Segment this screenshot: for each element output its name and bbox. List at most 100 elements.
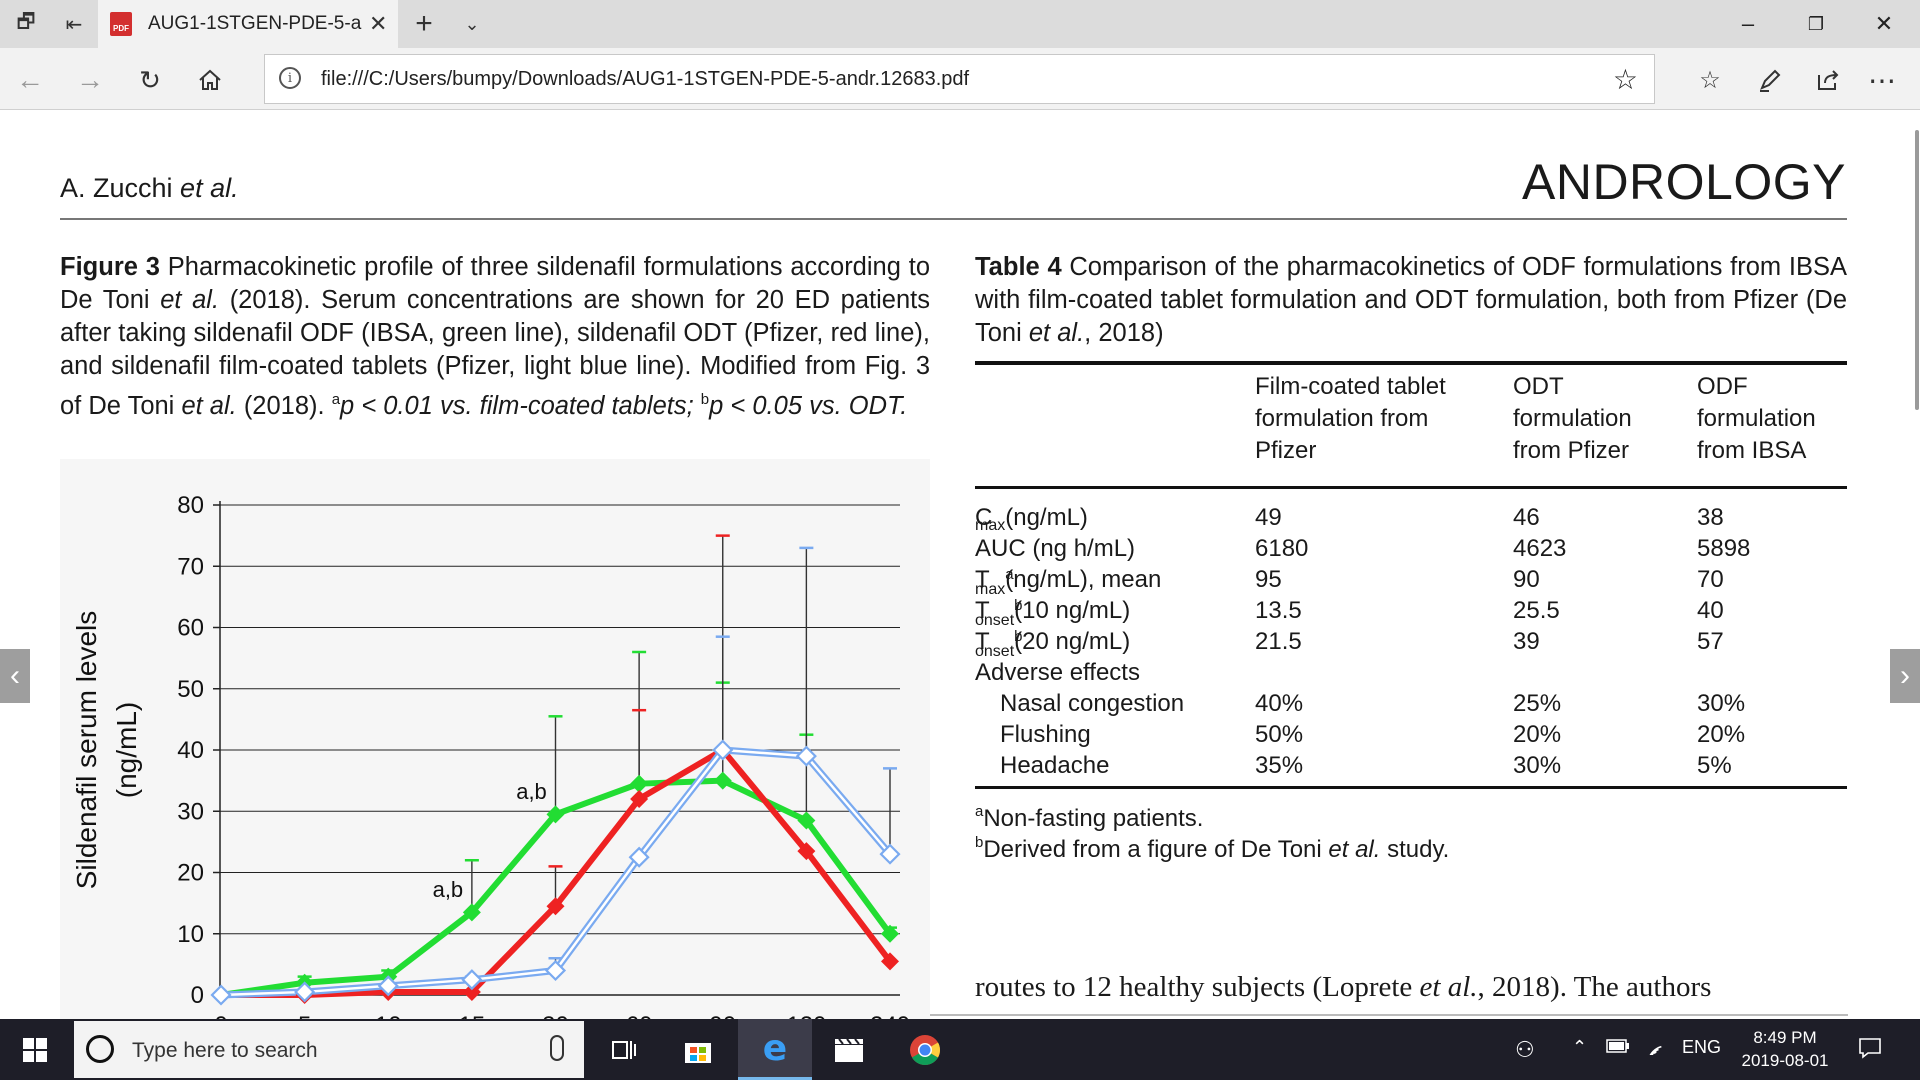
table-row: Headache 35% 30% 5%	[1000, 752, 1732, 779]
search-placeholder: Type here to search	[132, 1039, 318, 1062]
info-icon[interactable]: i	[279, 67, 301, 89]
search-icon	[86, 1035, 114, 1063]
table-top-rule	[975, 361, 1847, 365]
table-row: Nasal congestion 40% 25% 30%	[1000, 690, 1746, 717]
y-tick-label: 40	[177, 737, 204, 764]
pdf-icon: PDF	[110, 12, 132, 36]
y-tick-label: 80	[177, 492, 204, 519]
film-icon[interactable]	[812, 1019, 886, 1080]
data-point	[630, 774, 649, 793]
chrome-icon[interactable]	[888, 1019, 962, 1080]
x-tick-label: 30	[542, 1012, 569, 1019]
battery-icon[interactable]	[1606, 1037, 1630, 1058]
y-tick-label: 50	[177, 676, 204, 703]
data-point	[712, 739, 734, 761]
running-head: A. Zucchi et al.	[60, 173, 239, 203]
minimize-icon[interactable]: –	[1741, 11, 1755, 36]
significance-annotation: a,b	[433, 877, 464, 902]
data-point	[881, 924, 899, 943]
data-point	[797, 842, 816, 861]
table-footnote-a: aNon-fasting patients.	[975, 803, 1204, 832]
table-header-rule	[975, 486, 1847, 489]
forward-icon[interactable]: →	[76, 64, 104, 95]
scrollbar[interactable]	[1915, 130, 1919, 410]
data-point	[462, 903, 481, 922]
figure-caption: Figure 3 Pharmacokinetic profile of thre…	[60, 253, 931, 420]
y-tick-label: 60	[177, 615, 204, 642]
x-tick-label: 5	[298, 1012, 311, 1019]
more-icon[interactable]: ⋯	[1868, 64, 1896, 96]
significance-annotation: a,b	[516, 779, 547, 804]
header-rule	[60, 218, 1847, 220]
table-row: AUC (ng h/mL) 6180 4623 5898	[975, 535, 1751, 562]
tab-preview-icon[interactable]: ⌄	[464, 13, 480, 34]
navigation-bar: ← → ↻ i file:///C:/Users/bumpy/Downloads…	[0, 48, 1920, 110]
table-footnote-b: bDerived from a figure of De Toni et al.…	[975, 834, 1450, 863]
col-header-odt: ODT formulation from Pfizer	[1513, 373, 1632, 464]
back-icon[interactable]: ←	[16, 64, 44, 95]
pen-icon[interactable]	[1752, 62, 1788, 98]
share-icon[interactable]	[1810, 62, 1846, 98]
windows-start-icon[interactable]	[0, 1019, 70, 1080]
data-point	[461, 969, 483, 991]
notifications-icon[interactable]	[1858, 1037, 1882, 1064]
body-text: routes to 12 healthy subjects (Loprete e…	[975, 971, 1712, 1003]
tab-bar: 🗗 ⇤ PDF AUG1-1STGEN-PDE-5-a ✕ + ⌄ – ❐ ✕	[0, 0, 1920, 48]
data-point	[797, 811, 816, 830]
journal-title: ANDROLOGY	[1521, 154, 1846, 210]
data-point	[795, 745, 817, 767]
x-tick-label: 60	[626, 1012, 653, 1019]
browser-tab[interactable]: PDF AUG1-1STGEN-PDE-5-a ✕	[98, 0, 398, 48]
store-icon[interactable]	[661, 1019, 735, 1080]
next-page-arrow-icon[interactable]: ›	[1890, 649, 1920, 703]
x-tick-label: 120	[786, 1012, 826, 1019]
favorite-star-icon[interactable]: ☆	[1612, 64, 1638, 95]
y-tick-label: 0	[191, 982, 204, 1009]
page-edge	[100, 1014, 1848, 1016]
pdf-page: A. Zucchi et al. ANDROLOGY Figure 3 Phar…	[0, 111, 1920, 1019]
close-window-icon[interactable]: ✕	[1874, 11, 1894, 36]
y-tick-label: 20	[177, 860, 204, 887]
data-point	[294, 981, 316, 1003]
y-axis-title: Sildenafil serum levels	[71, 611, 102, 890]
tab-manager-icon[interactable]: 🗗	[16, 11, 36, 33]
previous-page-arrow-icon[interactable]: ‹	[0, 649, 30, 703]
home-icon[interactable]	[192, 62, 228, 98]
people-icon[interactable]: ⚇	[1515, 1037, 1535, 1062]
close-tab-icon[interactable]: ✕	[369, 11, 388, 36]
data-point	[546, 805, 565, 824]
x-tick-label: 90	[709, 1012, 736, 1019]
url-text[interactable]: file:///C:/Users/bumpy/Downloads/AUG1-1S…	[321, 68, 970, 90]
tab-title: AUG1-1STGEN-PDE-5-a	[148, 13, 362, 34]
chevron-up-icon[interactable]: ⌃	[1572, 1037, 1588, 1057]
table-row: Flushing 50% 20% 20%	[1000, 721, 1746, 748]
data-point	[713, 771, 732, 790]
refresh-icon[interactable]: ↻	[139, 64, 161, 95]
data-point	[628, 846, 650, 868]
address-bar[interactable]: i file:///C:/Users/bumpy/Downloads/AUG1-…	[264, 54, 1655, 104]
favorites-hub-icon[interactable]: ☆	[1699, 66, 1721, 94]
x-tick-label: 15	[459, 1012, 486, 1019]
data-point	[377, 975, 399, 997]
taskbar: Type here to search e ⚇ ⌃ ENG 8:49 PM 20…	[0, 1019, 1920, 1080]
edge-icon[interactable]: e	[738, 1019, 812, 1080]
task-view-icon[interactable]	[587, 1019, 661, 1080]
data-point	[879, 843, 901, 865]
wifi-icon[interactable]	[1644, 1037, 1666, 1060]
data-point	[210, 984, 232, 1006]
pharmacokinetic-chart: 01020304050607080051015306090120240Time …	[60, 459, 930, 1019]
set-aside-tabs-icon[interactable]: ⇤	[65, 13, 83, 36]
col-header-film-coated: Film-coated tablet formulation from Pfizer	[1255, 373, 1446, 464]
restore-icon[interactable]: ❐	[1807, 13, 1825, 34]
microphone-icon[interactable]	[550, 1035, 564, 1061]
taskbar-search[interactable]: Type here to search	[74, 1021, 584, 1078]
clock[interactable]: 8:49 PM 2019-08-01	[1741, 1028, 1829, 1070]
data-point	[546, 897, 565, 916]
new-tab-icon[interactable]: +	[415, 7, 433, 40]
language-indicator[interactable]: ENG	[1682, 1037, 1722, 1057]
table-caption: Table 4 Comparison of the pharmacokineti…	[975, 253, 1848, 347]
y-tick-label: 10	[177, 921, 204, 948]
